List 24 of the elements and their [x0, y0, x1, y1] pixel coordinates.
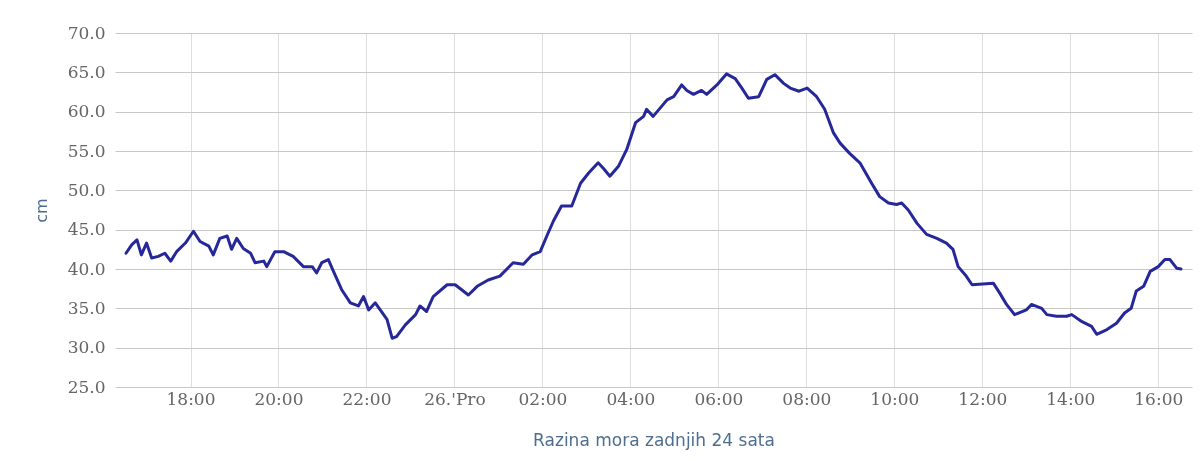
y-tick-label: 60.0 — [67, 101, 106, 122]
y-tick-label: 65.0 — [67, 61, 106, 82]
y-tick-label: 35.0 — [67, 297, 106, 318]
y-tick-label: 40.0 — [67, 258, 106, 279]
x-tick-label: 10:00 — [870, 388, 920, 409]
x-tick-label: 16:00 — [1134, 388, 1184, 409]
x-tick-label: 02:00 — [518, 388, 568, 409]
y-tick-label: 55.0 — [67, 140, 106, 161]
x-tick-label: 08:00 — [782, 388, 832, 409]
y-axis-title: cm — [31, 198, 51, 223]
x-tick-label: 26.'Pro — [424, 388, 486, 409]
x-axis-title: Razina mora zadnjih 24 sata — [533, 429, 775, 450]
x-tick-label: 06:00 — [694, 388, 744, 409]
y-tick-label: 45.0 — [67, 219, 106, 240]
x-tick-label: 22:00 — [342, 388, 392, 409]
x-tick-label: 14:00 — [1046, 388, 1096, 409]
y-tick-label: 50.0 — [67, 179, 106, 200]
x-tick-label: 12:00 — [958, 388, 1008, 409]
y-tick-label: 70.0 — [67, 22, 106, 43]
x-tick-label: 20:00 — [254, 388, 304, 409]
x-tick-label: 04:00 — [606, 388, 656, 409]
y-tick-label: 25.0 — [67, 376, 106, 397]
x-tick-label: 18:00 — [166, 388, 216, 409]
y-tick-label: 30.0 — [67, 337, 106, 358]
